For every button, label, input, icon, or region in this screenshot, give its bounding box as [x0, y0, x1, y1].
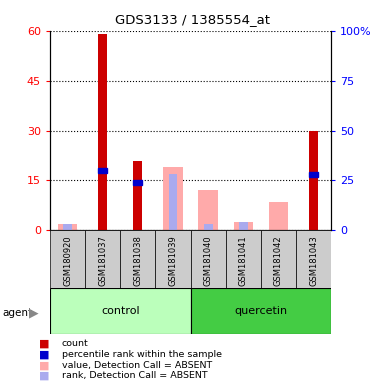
Text: count: count	[62, 339, 88, 348]
Bar	[134, 180, 142, 185]
Bar	[204, 224, 213, 230]
Bar	[309, 172, 318, 177]
Bar	[50, 288, 191, 334]
Text: GSM181040: GSM181040	[204, 235, 213, 286]
Text: ■: ■	[38, 371, 49, 381]
Bar	[63, 224, 72, 230]
Text: control: control	[101, 306, 140, 316]
Text: ▶: ▶	[29, 306, 38, 319]
Bar	[191, 230, 226, 288]
Bar	[261, 230, 296, 288]
Bar	[156, 230, 191, 288]
Text: GSM181041: GSM181041	[239, 235, 248, 286]
Bar	[98, 34, 107, 230]
Bar	[163, 167, 182, 230]
Text: percentile rank within the sample: percentile rank within the sample	[62, 350, 222, 359]
Text: GDS3133 / 1385554_at: GDS3133 / 1385554_at	[115, 13, 270, 26]
Bar	[269, 202, 288, 230]
Text: GSM181043: GSM181043	[309, 235, 318, 286]
Bar	[50, 230, 85, 288]
Bar	[239, 222, 248, 230]
Bar	[234, 222, 253, 230]
Bar	[134, 161, 142, 230]
Text: rank, Detection Call = ABSENT: rank, Detection Call = ABSENT	[62, 371, 207, 381]
Text: ■: ■	[38, 360, 49, 370]
Bar	[309, 131, 318, 230]
Text: GSM181038: GSM181038	[133, 235, 142, 286]
Text: GSM181037: GSM181037	[98, 235, 107, 286]
Bar	[296, 230, 331, 288]
Text: GSM181039: GSM181039	[169, 235, 177, 286]
Text: value, Detection Call = ABSENT: value, Detection Call = ABSENT	[62, 361, 212, 370]
Text: GSM181042: GSM181042	[274, 235, 283, 286]
Bar	[85, 230, 120, 288]
Bar	[58, 224, 77, 230]
Text: agent: agent	[2, 308, 32, 318]
Bar	[169, 174, 177, 230]
Bar	[121, 230, 156, 288]
Bar	[199, 190, 218, 230]
Bar	[191, 288, 331, 334]
Text: quercetin: quercetin	[234, 306, 287, 316]
Bar	[226, 230, 261, 288]
Text: ■: ■	[38, 349, 49, 359]
Bar	[98, 168, 107, 173]
Text: ■: ■	[38, 339, 49, 349]
Text: GSM180920: GSM180920	[63, 235, 72, 286]
